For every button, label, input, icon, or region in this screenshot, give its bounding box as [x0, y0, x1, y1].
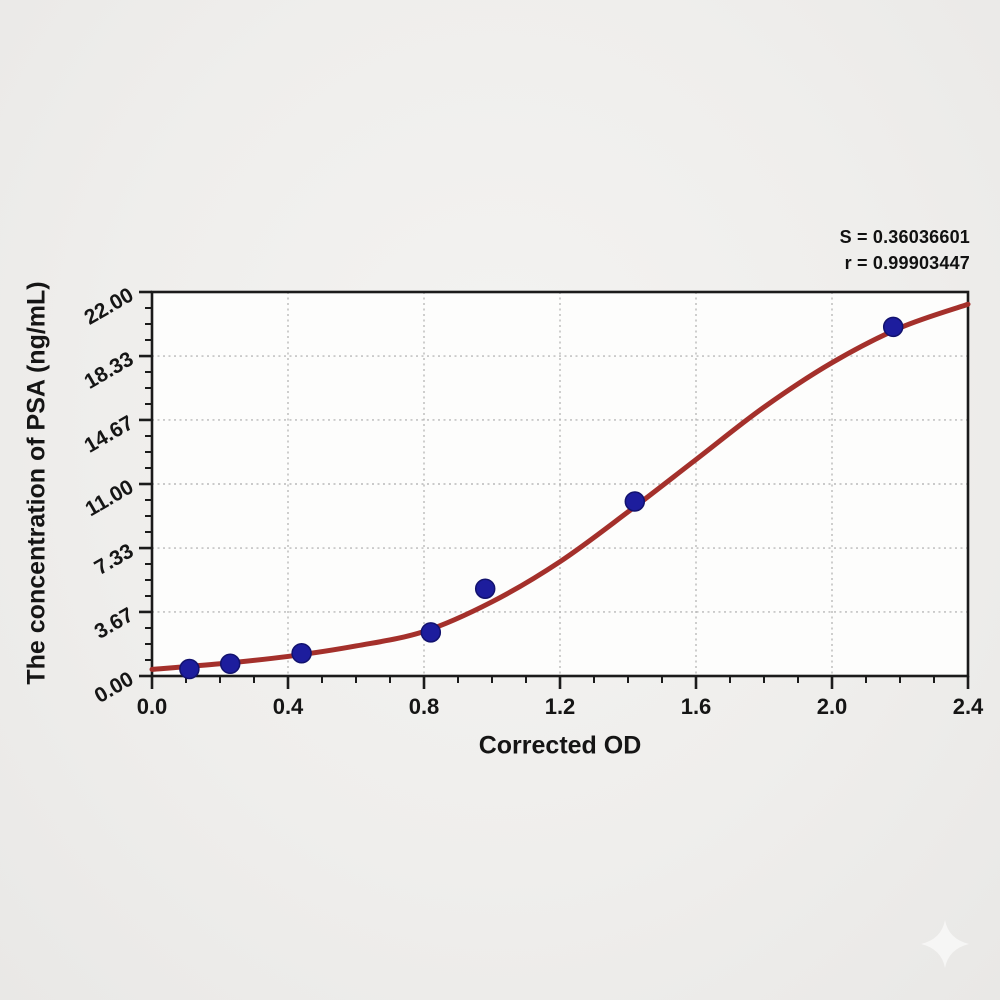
- data-point: [882, 316, 904, 338]
- fit-statistics: S = 0.36036601 r = 0.99903447: [840, 224, 970, 276]
- y-tick-label: 3.67: [91, 603, 138, 643]
- data-point: [420, 622, 442, 643]
- data-point: [219, 653, 241, 675]
- data-point: [624, 491, 646, 512]
- y-tick-label: 11.00: [81, 475, 137, 521]
- plot-frame: [150, 290, 970, 678]
- x-tick-label: 2.4: [953, 694, 984, 719]
- stat-r-value: r = 0.99903447: [844, 253, 970, 273]
- x-tick-label: 0.4: [273, 694, 304, 719]
- x-tick-label: 0.0: [137, 694, 168, 719]
- y-tick-label: 22.00: [80, 283, 137, 329]
- data-point: [179, 658, 200, 680]
- x-tick-label: 0.8: [409, 694, 440, 719]
- y-axis-title: The concentration of PSA (ng/mL): [22, 281, 51, 685]
- y-tick-label: 14.67: [80, 411, 137, 457]
- fit-curve: [149, 301, 971, 672]
- x-axis-title: Corrected OD: [478, 731, 642, 760]
- y-tick-label: 0.00: [91, 667, 138, 707]
- data-point: [474, 578, 496, 599]
- sparkle-watermark-icon: [921, 920, 969, 968]
- data-point: [291, 643, 312, 664]
- x-tick-label: 1.6: [681, 694, 712, 719]
- y-tick-label: 7.33: [91, 539, 138, 579]
- stat-s-value: S = 0.36036601: [839, 227, 970, 247]
- y-tick-label: 18.33: [80, 347, 137, 393]
- x-tick-label: 2.0: [817, 694, 848, 719]
- x-tick-label: 1.2: [545, 694, 576, 719]
